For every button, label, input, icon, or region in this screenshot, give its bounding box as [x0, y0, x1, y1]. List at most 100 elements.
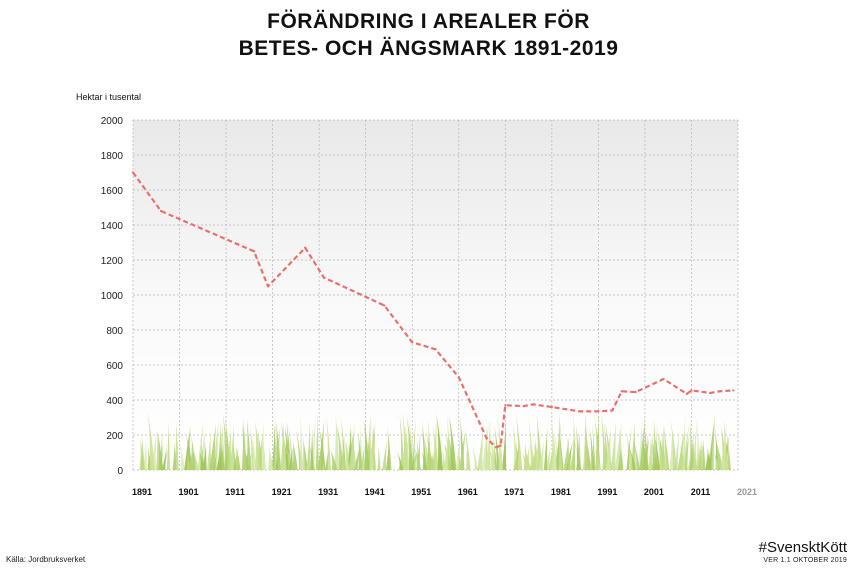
- grass-blade: [345, 444, 350, 470]
- grass-blade: [446, 413, 451, 470]
- grass-blade: [201, 446, 207, 470]
- data-point: [266, 285, 270, 288]
- grass-blade: [670, 419, 677, 470]
- grass-blade: [536, 414, 543, 470]
- data-point: [494, 446, 498, 449]
- grass-blade: [246, 418, 252, 470]
- grass-blade: [377, 445, 381, 470]
- grass-blade: [206, 432, 211, 470]
- grass-blade: [630, 422, 636, 470]
- data-point: [597, 410, 600, 413]
- grass-blade: [267, 447, 274, 470]
- grass-blade: [485, 421, 491, 470]
- grass-blade: [326, 415, 331, 470]
- grass-blade: [722, 418, 728, 470]
- grass-blade: [727, 443, 731, 470]
- data-point: [690, 389, 693, 392]
- y-tick-label-1800: 1800: [101, 151, 124, 162]
- grass-blade: [545, 447, 551, 470]
- grass-blade: [678, 431, 684, 470]
- x-tick-label-1981: 1981: [551, 487, 571, 497]
- grass-blade: [292, 441, 298, 470]
- grass-blade: [247, 449, 253, 470]
- grass-blade: [701, 439, 706, 470]
- grass-blade: [523, 442, 528, 470]
- grass-blade: [605, 426, 612, 470]
- y-tick-label-800: 800: [106, 326, 123, 337]
- grass-blade: [600, 412, 607, 470]
- series-layer: [131, 171, 735, 449]
- data-point: [550, 405, 553, 409]
- grass-blade: [477, 427, 484, 470]
- data-point: [578, 410, 581, 413]
- grass-blade: [633, 440, 640, 470]
- plot-area: [133, 120, 738, 470]
- grass-blade: [140, 432, 145, 470]
- data-point: [485, 437, 488, 440]
- grass-blade: [575, 422, 580, 470]
- grass-blade: [360, 441, 366, 470]
- grass-blade: [150, 430, 157, 470]
- grass-blade: [697, 438, 702, 470]
- grass-blade: [224, 443, 228, 470]
- grass-blade: [642, 438, 650, 470]
- data-point: [252, 250, 256, 253]
- grass-blade: [301, 434, 306, 470]
- grass-blade: [481, 421, 489, 470]
- grass-blade: [325, 449, 329, 470]
- data-point: [532, 403, 535, 406]
- grass-blade: [411, 419, 416, 470]
- data-point: [499, 444, 502, 447]
- grass-blade: [271, 420, 276, 470]
- grass-blade: [307, 420, 311, 470]
- data-point: [504, 404, 507, 407]
- grass-blade: [281, 425, 287, 470]
- grass-blade: [316, 432, 320, 470]
- grass-blade: [373, 444, 376, 470]
- chart-title-line-1: FÖRÄNDRING I AREALER FÖR: [267, 10, 590, 33]
- grass-blade: [448, 414, 457, 470]
- x-tick-labels: 1891 1901 1911 1921 1931 1941 1951 1961 1971 1981…: [132, 487, 757, 497]
- grass-blade: [443, 430, 449, 470]
- grass-blade: [309, 427, 314, 470]
- grass-blade: [696, 442, 701, 470]
- data-point: [434, 348, 437, 351]
- grass-blade: [594, 446, 601, 470]
- grass-blade: [512, 422, 519, 470]
- grass-blade: [551, 420, 558, 470]
- grass-blade: [197, 420, 204, 470]
- x-tick-label-1941: 1941: [365, 487, 385, 497]
- grass-blade: [229, 423, 235, 470]
- grass-blade: [536, 430, 542, 470]
- grass-blade: [330, 450, 338, 470]
- grass-blade: [432, 426, 439, 470]
- grass-blade: [558, 434, 563, 470]
- grass-blade: [464, 429, 471, 470]
- grass-blade: [228, 427, 232, 470]
- y-tick-label-1000: 1000: [101, 291, 124, 302]
- grass-blade: [535, 441, 539, 470]
- y-tick-label-1200: 1200: [101, 256, 124, 267]
- grass-blade: [209, 422, 217, 470]
- grass-blade: [458, 429, 466, 470]
- brand-block: #SvensktKött VER 1.1 OKTOBER 2019: [759, 540, 847, 565]
- data-point: [383, 304, 386, 307]
- grass-blade: [162, 444, 168, 470]
- grass-blade: [436, 418, 443, 470]
- source-note: Källa: Jordbruksverket: [6, 555, 86, 564]
- grass-blade: [705, 447, 711, 470]
- grass-blade: [421, 428, 427, 470]
- grass-blade: [179, 443, 185, 470]
- grass-blade: [382, 439, 388, 470]
- data-point: [732, 389, 735, 392]
- grass-blade: [275, 451, 279, 470]
- grass-blade: [340, 414, 346, 470]
- grass-blade: [305, 451, 311, 470]
- grass-blade: [592, 422, 596, 470]
- grass-blade: [566, 435, 572, 470]
- grass-blade: [369, 438, 374, 470]
- x-tick-label-1911: 1911: [225, 487, 245, 497]
- grass-blade: [515, 414, 523, 470]
- x-tick-label-2011: 2011: [691, 487, 711, 497]
- data-point: [322, 276, 325, 279]
